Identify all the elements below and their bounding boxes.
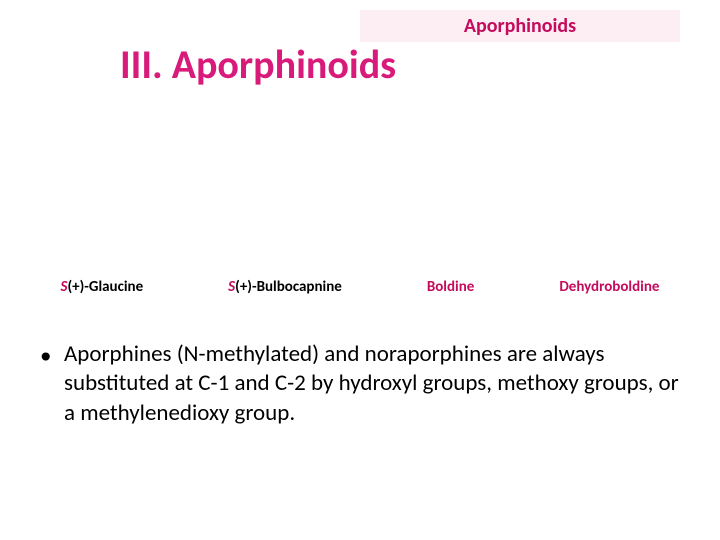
compound-label: S(+)-Bulbocapnine [228,278,342,296]
header-band-label: Aporphinoids [464,14,576,38]
header-band: Aporphinoids [360,10,680,42]
compound-name: (+)-Glaucine [67,278,143,296]
bullet-marker: • [40,340,64,428]
bullet-text: Aporphines (N-methylated) and noraporphi… [64,340,690,428]
compound-name: Dehydroboldine [559,278,659,296]
compound-labels-row: S(+)-Glaucine S(+)-Bulbocapnine Boldine … [0,278,720,296]
bullet-block: • Aporphines (N-methylated) and noraporp… [40,340,690,428]
compound-label: Boldine [427,278,475,296]
page-title: III. Aporphinoids [120,40,396,89]
compound-label: S(+)-Glaucine [61,278,144,296]
compound-label: Dehydroboldine [559,278,659,296]
compound-name: Boldine [427,278,475,296]
compound-name: (+)-Bulbocapnine [235,278,342,296]
bullet-item: • Aporphines (N-methylated) and noraporp… [40,340,690,428]
